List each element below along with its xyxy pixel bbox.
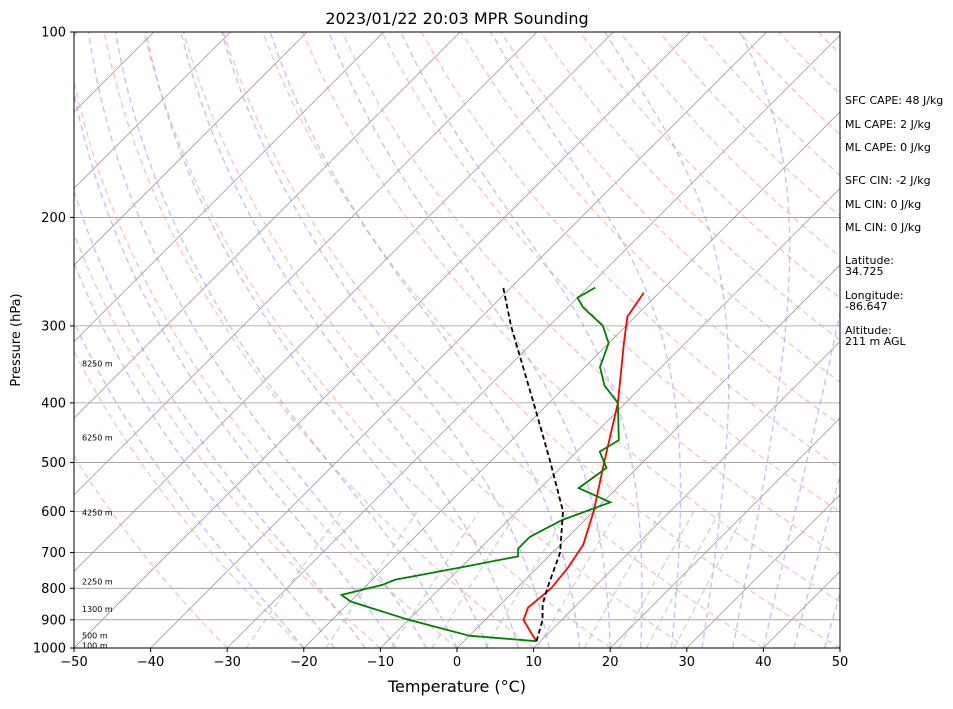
height-label: 4250 m [82,509,113,518]
plot-frame [74,32,840,648]
height-label: 8250 m [82,359,113,368]
dry-adiabat-line [0,32,227,648]
x-tick-label: −50 [60,655,87,670]
annotation-text: Latitude: 34.725 [845,255,894,277]
isotherm-line [74,32,690,648]
annotation-text: ML CIN: 0 J/kg [845,199,921,210]
height-label: 500 m [82,632,108,641]
dry-adiabat-line [223,32,763,648]
moist-adiabat-line [22,32,335,648]
mixing-ratio-line [585,511,662,648]
y-tick-label: 300 [41,319,66,334]
x-tick-label: −20 [290,655,317,670]
y-tick-label: 200 [41,211,66,226]
annotation-text: ML CAPE: 0 J/kg [845,142,931,153]
isotherm-line [304,32,920,648]
mixing-ratio-line [326,511,417,648]
moist-adiabat-line [181,32,518,648]
x-tick-label: −10 [367,655,394,670]
height-label: 100 m [82,641,108,650]
moist-adiabat-line [733,32,790,648]
moist-adiabat-line [222,32,549,648]
x-tick-label: −40 [137,655,164,670]
isotherm-line [0,32,460,648]
moist-adiabat-line [329,32,610,648]
moist-adiabat-line [146,32,488,648]
y-tick-label: 800 [41,582,66,597]
y-tick-label: 1000 [33,642,66,657]
x-tick-label: 0 [453,655,461,670]
x-tick-label: −30 [213,655,240,670]
moist-adiabat-line [89,32,427,648]
x-tick-label: 40 [755,655,772,670]
x-tick-label: 10 [525,655,542,670]
x-tick-label: 50 [832,655,849,670]
x-tick-label: 30 [679,655,696,670]
moist-adiabat-line [42,32,365,648]
height-label: 6250 m [82,433,113,442]
axes: −50 −40 −30 −20 −10 0 10 20 30 40 50 1000 900 800 700 6… [33,26,848,671]
annotation-text: Longitude: -86.647 [845,290,903,312]
isotherm-line [0,32,613,648]
annotation-text: SFC CIN: -2 J/kg [845,175,931,186]
annotation-text: SFC CAPE: 48 J/kg [845,95,943,106]
y-axis-label: Pressure (hPa) [9,293,24,386]
x-axis-label: Temperature (°C) [387,677,526,696]
mixing-ratio-line [486,511,569,648]
moist-adiabat-line [491,32,681,648]
y-tick-label: 600 [41,505,66,520]
height-label: 1300 m [82,605,113,614]
mixing-ratio-line [246,511,341,648]
height-label: 2250 m [82,578,113,587]
y-tick-label: 100 [41,26,66,41]
y-tick-label: 500 [41,456,66,471]
y-tick-label: 900 [41,613,66,628]
moist-adiabat-line [64,32,395,648]
y-tick-label: 700 [41,546,66,561]
annotation-text: Altitude: 211 m AGL [845,325,906,347]
temperature-profile-line [524,293,644,642]
dry-adiabat-line [263,32,840,648]
annotation-text: ML CIN: 0 J/kg [845,222,921,233]
isotherm-line [0,32,1,648]
annotation-text: ML CAPE: 2 J/kg [845,119,931,130]
y-tick-label: 400 [41,396,66,411]
dry-adiabat-line [144,32,610,648]
mixing-ratio-line [432,511,518,648]
x-tick-label: 20 [602,655,619,670]
moist-adiabat-line [270,32,579,648]
isotherm-line [0,32,537,648]
background-lines [0,32,953,648]
isotherm-line [0,32,230,648]
chart-title: 2023/01/22 20:03 MPR Sounding [325,9,588,28]
